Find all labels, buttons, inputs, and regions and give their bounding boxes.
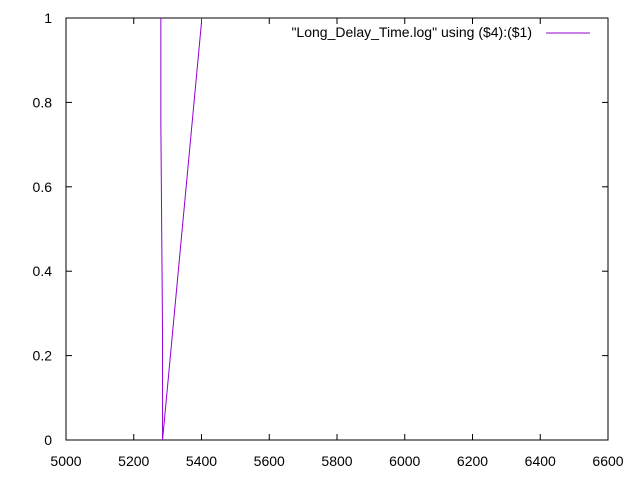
y-tick-label: 0.8 <box>33 94 53 110</box>
x-tick-label: 5000 <box>50 453 81 469</box>
x-tick-label: 6600 <box>592 453 623 469</box>
legend: "Long_Delay_Time.log" using ($4):($1) <box>291 24 590 40</box>
series-line <box>160 18 202 440</box>
y-tick-label: 0.4 <box>33 263 53 279</box>
x-tick-label: 6000 <box>389 453 420 469</box>
y-tick-label: 0 <box>44 432 52 448</box>
legend-label: "Long_Delay_Time.log" using ($4):($1) <box>291 24 532 40</box>
y-tick-label: 0.2 <box>33 348 53 364</box>
x-tick-label: 5400 <box>186 453 217 469</box>
x-tick-label: 5800 <box>321 453 352 469</box>
series-layer <box>160 18 202 440</box>
y-tick-label: 0.6 <box>33 179 53 195</box>
x-tick-label: 6200 <box>457 453 488 469</box>
x-tick-label: 5200 <box>118 453 149 469</box>
x-tick-label: 5600 <box>254 453 285 469</box>
y-tick-label: 1 <box>44 10 52 26</box>
axes-layer: 5000 5200 5400 5600 5800 6000 6200 6400 6600 0 0.2… <box>33 10 624 469</box>
x-tick-label: 6400 <box>525 453 556 469</box>
